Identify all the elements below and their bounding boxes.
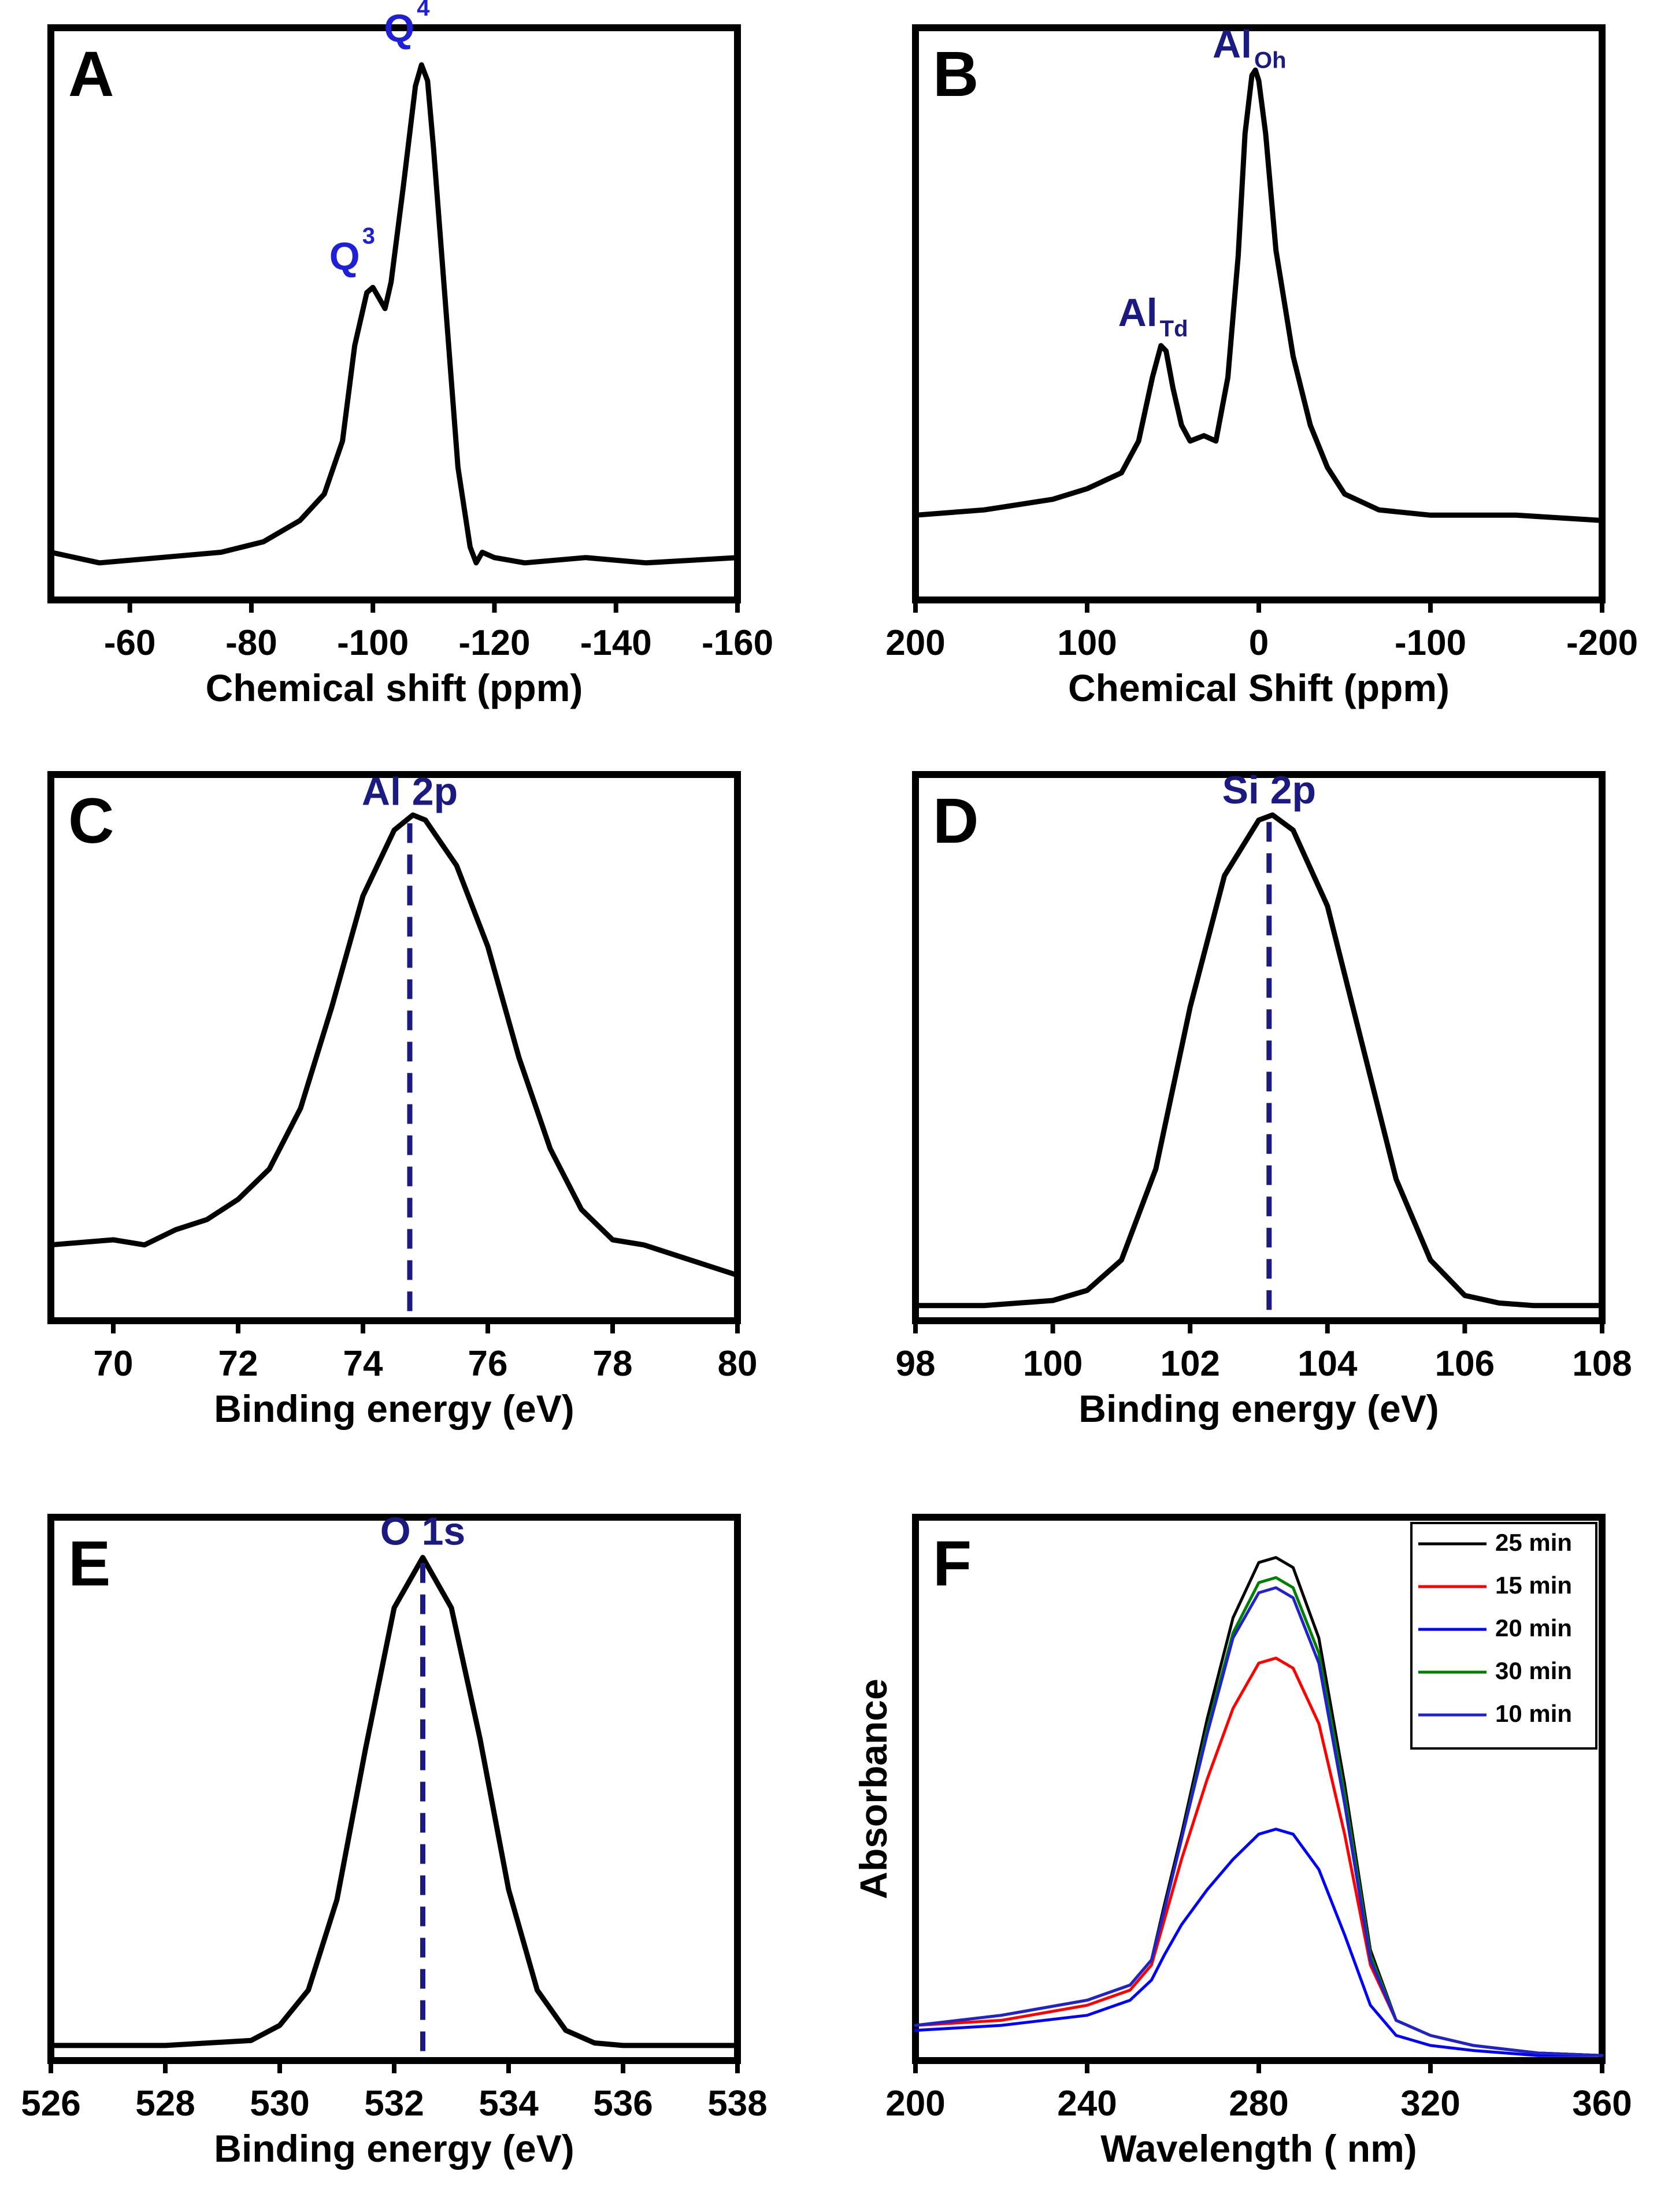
x-tick-label: 526: [21, 2084, 80, 2124]
x-tick-label: -80: [225, 623, 277, 663]
x-tick-label: -140: [580, 623, 652, 663]
series-line-29si-nmr: [48, 62, 740, 566]
legend: 25 min 15 min 20 min 30 min 10 min: [1410, 1522, 1597, 1750]
panels: -60 -80 -100 -120 -140 -160 Chemical shift (pp…: [21, 0, 1638, 2170]
x-tick-label: -100: [337, 623, 409, 663]
x-tick-label: 72: [218, 1344, 258, 1384]
x-axis-label: Binding energy (eV): [1078, 1387, 1439, 1430]
legend-label: 15 min: [1495, 1572, 1572, 1599]
panel-letter: E: [68, 1528, 110, 1599]
peak-label: Al 2p: [362, 769, 458, 813]
x-tick-label: 200: [885, 623, 945, 663]
x-tick-label: 538: [707, 2084, 767, 2124]
x-tick-label: 280: [1229, 2084, 1288, 2124]
peak-label-sub: Oh: [1254, 48, 1287, 73]
x-tick-label: 532: [364, 2084, 424, 2124]
x-tick-label: 78: [593, 1344, 633, 1384]
legend-label: 20 min: [1495, 1614, 1572, 1642]
series-line-10-min: [914, 1586, 1604, 2057]
panel-f: 200 240 280 320 360 Wavelength ( nm) Absorbanc…: [852, 1514, 1632, 2170]
legend-label: 30 min: [1495, 1657, 1572, 1684]
panel-letter: A: [68, 39, 114, 110]
peak-label: Al: [1213, 23, 1252, 66]
panel-letter: D: [933, 785, 978, 857]
panel-frame: [47, 771, 741, 1324]
x-tick-label: 106: [1435, 1344, 1495, 1384]
x-tick-label: 74: [343, 1344, 383, 1384]
x-tick-label: -200: [1566, 623, 1638, 663]
panel-frame: [47, 24, 741, 603]
panel-frame: [912, 771, 1606, 1324]
peak-label: Q: [384, 6, 414, 50]
x-tick-label: 320: [1400, 2084, 1460, 2124]
peak-label-sup: 4: [417, 0, 430, 21]
panel-letter: C: [68, 785, 114, 857]
x-tick-label: 528: [135, 2084, 195, 2124]
peak-label: O 1s: [380, 1510, 465, 1554]
series-line-27al-nmr: [913, 67, 1605, 523]
panel-e: 526 528 530 532 534 536 538 Binding energy (eV)…: [21, 1510, 767, 2170]
panel-d: 98 100 102 104 106 108 Binding energy (eV) D Si …: [896, 768, 1632, 1430]
legend-box: [1410, 1522, 1597, 1750]
x-tick-label: 530: [250, 2084, 309, 2124]
x-tick-label: 98: [896, 1344, 936, 1384]
y-axis-label: Absorbance: [852, 1679, 895, 1899]
x-axis-label: Binding energy (eV): [214, 2127, 574, 2170]
x-tick-label: 108: [1572, 1344, 1632, 1384]
peak-label: Si 2p: [1222, 768, 1317, 812]
legend-label: 10 min: [1495, 1700, 1572, 1727]
x-axis-label: Chemical Shift (ppm): [1068, 666, 1450, 709]
x-tick-label: -60: [104, 623, 156, 663]
x-tick-label: 200: [885, 2084, 945, 2124]
series-line-20-min: [914, 1828, 1604, 2057]
x-tick-label: 76: [468, 1344, 508, 1384]
x-tick-label: -100: [1395, 623, 1466, 663]
x-tick-label: 100: [1057, 623, 1117, 663]
x-tick-label: -160: [702, 623, 773, 663]
x-tick-label: -120: [458, 623, 530, 663]
series-line-si-2p: [913, 812, 1605, 1309]
x-axis-label: Chemical shift (ppm): [206, 666, 583, 709]
x-tick-label: 102: [1160, 1344, 1219, 1384]
x-tick-label: 534: [479, 2084, 539, 2124]
series-line-o-1s: [48, 1555, 740, 2048]
x-tick-label: 536: [593, 2084, 653, 2124]
peak-label: Q: [329, 234, 360, 278]
panel-letter: F: [933, 1528, 972, 1599]
peak-label-sup: 3: [362, 223, 375, 249]
series-line-al-2p: [48, 812, 740, 1278]
panel-a: -60 -80 -100 -120 -140 -160 Chemical shift (pp…: [47, 0, 773, 709]
x-tick-label: 80: [718, 1344, 758, 1384]
x-axis-label: Wavelength ( nm): [1100, 2127, 1417, 2170]
x-tick-label: 100: [1023, 1344, 1083, 1384]
panel-letter: B: [933, 39, 978, 110]
x-tick-label: 104: [1298, 1344, 1358, 1384]
peak-label-sub: Td: [1160, 316, 1188, 342]
panel-c: 70 72 74 76 78 80 Binding energy (eV) C Al 2p: [47, 769, 758, 1430]
x-tick-label: 0: [1249, 623, 1269, 663]
x-tick-label: 240: [1057, 2084, 1117, 2124]
x-axis-label: Binding energy (eV): [214, 1387, 574, 1430]
peak-label: Al: [1118, 291, 1158, 335]
x-tick-label: 360: [1572, 2084, 1632, 2124]
x-tick-label: 70: [94, 1344, 134, 1384]
legend-label: 25 min: [1495, 1529, 1572, 1556]
